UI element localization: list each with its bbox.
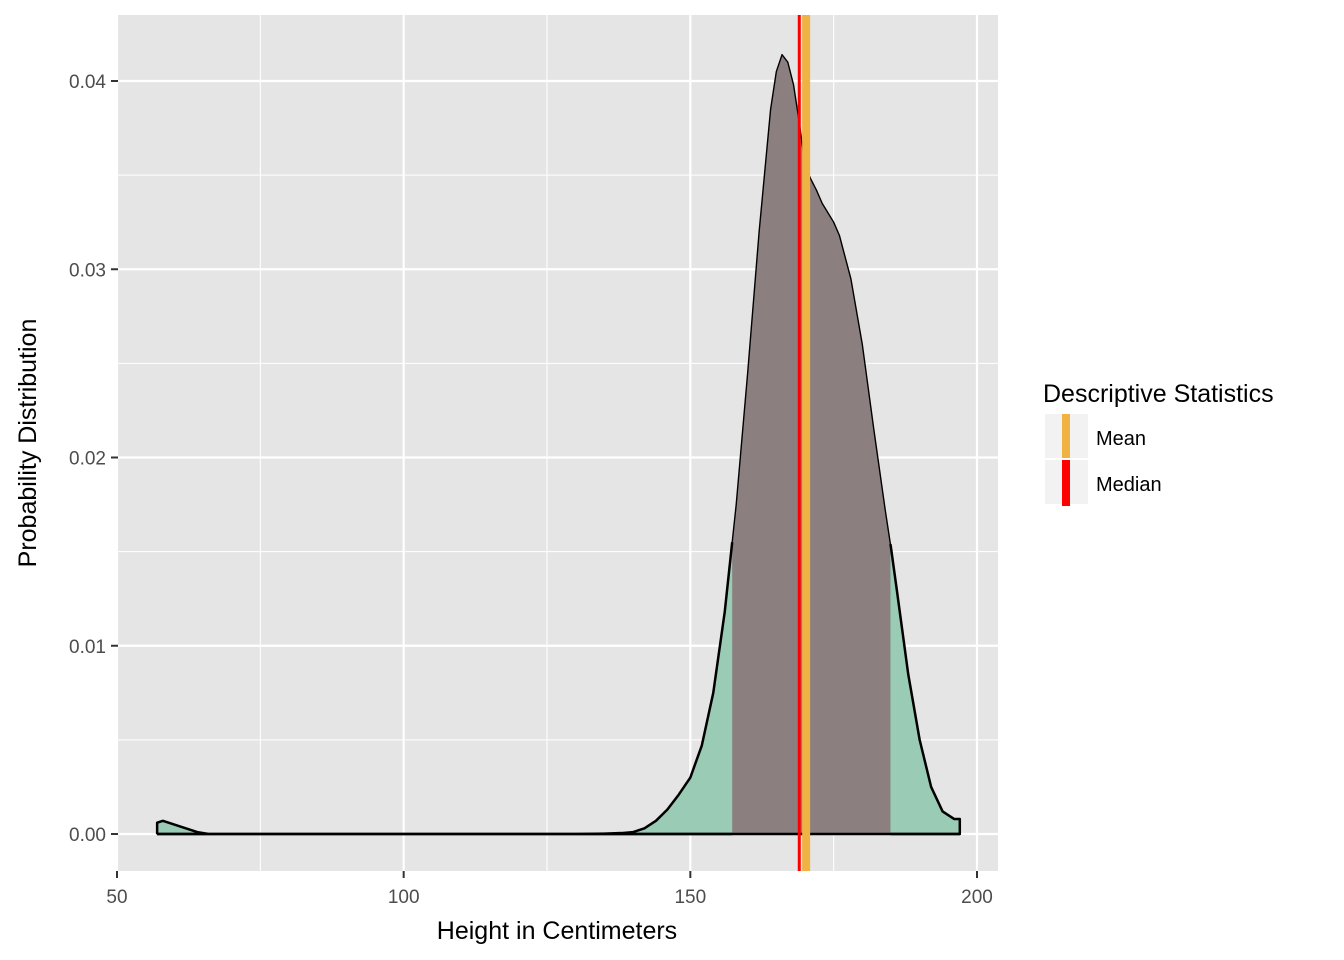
density-outline-right [889, 543, 962, 836]
legend-entry-mean: Mean [1045, 414, 1146, 458]
density-interval-fill [732, 54, 891, 834]
reference-lines [797, 15, 811, 871]
legend: Descriptive Statistics Mean Median [1043, 380, 1274, 506]
legend-entry-median: Median [1045, 460, 1162, 506]
x-tick-label: 50 [106, 887, 127, 908]
y-tick-label: 0.00 [69, 825, 106, 846]
axes: 50 100 150 200 0.00 0.01 0.02 0.03 0.04 [69, 72, 993, 908]
y-tick-label: 0.01 [69, 637, 106, 658]
legend-key-mean-line [1062, 414, 1070, 458]
legend-title: Descriptive Statistics [1043, 380, 1274, 408]
legend-key-median-line [1062, 460, 1070, 506]
x-tick-label: 200 [961, 887, 993, 908]
legend-label-mean: Mean [1096, 428, 1146, 450]
grid-lines [115, 15, 998, 871]
x-tick-label: 100 [388, 887, 420, 908]
y-tick-label: 0.04 [69, 72, 106, 93]
x-axis-title: Height in Centimeters [437, 917, 677, 945]
x-tick-label: 150 [674, 887, 706, 908]
y-tick-label: 0.03 [69, 260, 106, 281]
density-areas [155, 53, 962, 836]
legend-label-median: Median [1096, 474, 1162, 496]
y-tick-label: 0.02 [69, 449, 106, 470]
y-axis-title: Probability Distribution [14, 319, 42, 568]
